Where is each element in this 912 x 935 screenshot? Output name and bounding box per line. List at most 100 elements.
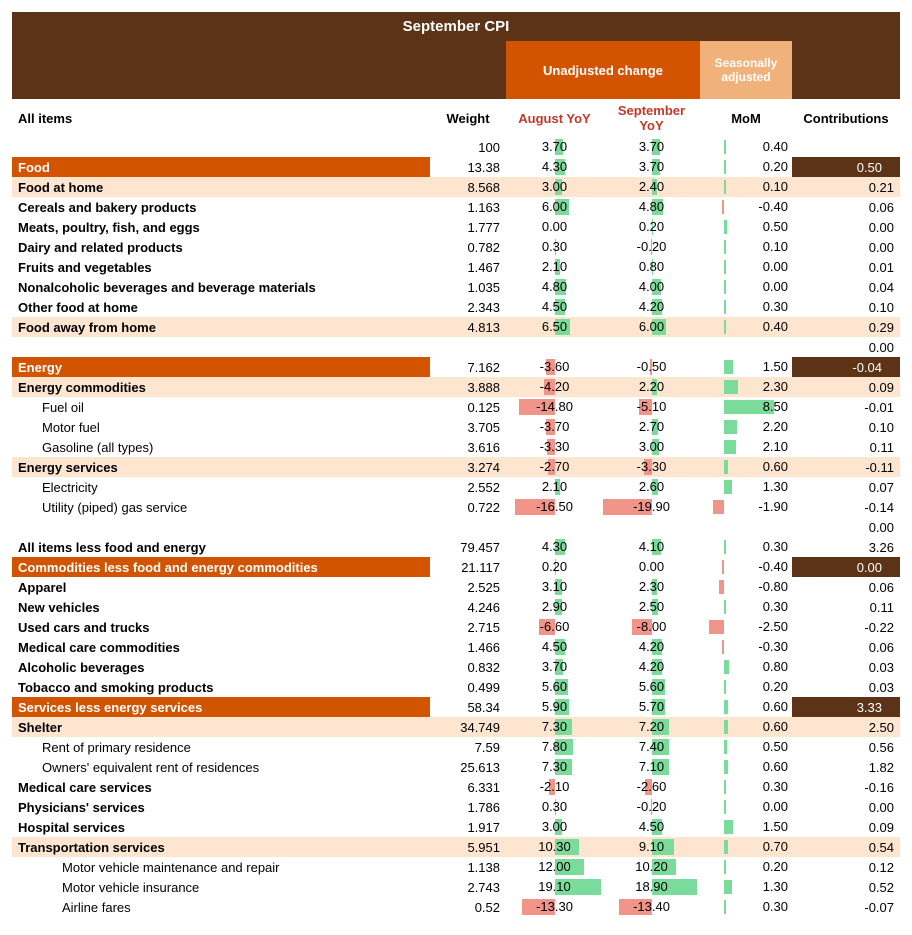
- yoy-cell: 2.10: [506, 477, 603, 497]
- row-label: Services less energy services: [12, 697, 430, 717]
- table-row: Motor vehicle maintenance and repair1.13…: [12, 857, 900, 877]
- contrib-cell: 0.00: [792, 237, 900, 257]
- weight-cell: 1.138: [430, 857, 506, 877]
- weight-cell: 6.331: [430, 777, 506, 797]
- header-unadjusted: Unadjusted change: [506, 41, 700, 99]
- table-row: Physicians' services1.7860.30-0.200.000.…: [12, 797, 900, 817]
- yoy-cell: -5.10: [603, 397, 700, 417]
- yoy-cell: 3.70: [603, 137, 700, 157]
- weight-cell: 1.777: [430, 217, 506, 237]
- yoy-cell: 4.80: [506, 277, 603, 297]
- row-label: Gasoline (all types): [12, 437, 430, 457]
- yoy-cell: 2.50: [603, 597, 700, 617]
- yoy-cell: 5.60: [603, 677, 700, 697]
- cpi-table-container: September CPI Unadjusted change Seasonal…: [12, 12, 900, 917]
- row-label: Cereals and bakery products: [12, 197, 430, 217]
- row-label: Other food at home: [12, 297, 430, 317]
- yoy-cell: 4.20: [603, 657, 700, 677]
- yoy-cell: -2.70: [506, 457, 603, 477]
- row-label: [12, 517, 430, 537]
- weight-cell: 21.117: [430, 557, 506, 577]
- mom-cell: 0.40: [700, 137, 792, 157]
- weight-cell: 4.246: [430, 597, 506, 617]
- table-row: Nonalcoholic beverages and beverage mate…: [12, 277, 900, 297]
- header-seasonally: Seasonally adjusted: [700, 41, 792, 99]
- yoy-cell: 5.60: [506, 677, 603, 697]
- mom-cell: 0.60: [700, 457, 792, 477]
- row-label: Food: [12, 157, 430, 177]
- row-label: [12, 137, 430, 157]
- yoy-cell: 3.10: [506, 577, 603, 597]
- row-label: Airline fares: [12, 897, 430, 917]
- yoy-cell: -2.60: [603, 777, 700, 797]
- weight-cell: 3.705: [430, 417, 506, 437]
- col-august: August YoY: [506, 99, 603, 137]
- yoy-cell: 2.10: [506, 257, 603, 277]
- yoy-cell: -3.60: [506, 357, 603, 377]
- mom-cell: 0.20: [700, 157, 792, 177]
- yoy-cell: -13.40: [603, 897, 700, 917]
- mom-cell: 0.60: [700, 717, 792, 737]
- mom-cell: 0.50: [700, 217, 792, 237]
- contrib-cell: 0.12: [792, 857, 900, 877]
- col-label: All items: [12, 99, 430, 137]
- mom-cell: 0.30: [700, 777, 792, 797]
- weight-cell: 25.613: [430, 757, 506, 777]
- contrib-cell: 0.06: [792, 637, 900, 657]
- table-body: 1003.703.700.40Food13.384.303.700.200.50…: [12, 137, 900, 917]
- weight-cell: 79.457: [430, 537, 506, 557]
- table-row: Energy commodities3.888-4.202.202.300.09: [12, 377, 900, 397]
- yoy-cell: -3.70: [506, 417, 603, 437]
- mom-cell: 0.60: [700, 757, 792, 777]
- mom-cell: 1.30: [700, 877, 792, 897]
- row-label: New vehicles: [12, 597, 430, 617]
- yoy-cell: 18.90: [603, 877, 700, 897]
- table-row: Medical care commodities1.4664.504.20-0.…: [12, 637, 900, 657]
- weight-cell: 1.035: [430, 277, 506, 297]
- yoy-cell: 7.80: [506, 737, 603, 757]
- weight-cell: 7.162: [430, 357, 506, 377]
- yoy-cell: 4.20: [603, 297, 700, 317]
- contrib-cell: 0.54: [792, 837, 900, 857]
- weight-cell: 8.568: [430, 177, 506, 197]
- contrib-cell: 0.21: [792, 177, 900, 197]
- mom-cell: -2.50: [700, 617, 792, 637]
- weight-cell: 7.59: [430, 737, 506, 757]
- contrib-cell: 0.04: [792, 277, 900, 297]
- yoy-cell: -4.20: [506, 377, 603, 397]
- yoy-cell: -13.30: [506, 897, 603, 917]
- table-row: Food13.384.303.700.200.50: [12, 157, 900, 177]
- table-row: Fruits and vegetables1.4672.100.800.000.…: [12, 257, 900, 277]
- table-row: Shelter34.7497.307.200.602.50: [12, 717, 900, 737]
- row-label: Used cars and trucks: [12, 617, 430, 637]
- weight-cell: 3.616: [430, 437, 506, 457]
- contrib-cell: -0.04: [792, 357, 900, 377]
- table-title: September CPI: [12, 12, 900, 41]
- table-row: Alcoholic beverages0.8323.704.200.800.03: [12, 657, 900, 677]
- yoy-cell: 3.00: [506, 177, 603, 197]
- row-label: Energy: [12, 357, 430, 377]
- row-label: Shelter: [12, 717, 430, 737]
- mom-cell: 0.40: [700, 317, 792, 337]
- table-row: 0.00: [12, 337, 900, 357]
- yoy-cell: -14.80: [506, 397, 603, 417]
- weight-cell: 2.743: [430, 877, 506, 897]
- table-row: Gasoline (all types)3.616-3.303.002.100.…: [12, 437, 900, 457]
- contrib-cell: 0.00: [792, 557, 900, 577]
- mom-cell: 2.20: [700, 417, 792, 437]
- table-row: Energy services3.274-2.70-3.300.60-0.11: [12, 457, 900, 477]
- weight-cell: 0.782: [430, 237, 506, 257]
- weight-cell: 2.525: [430, 577, 506, 597]
- yoy-cell: 3.70: [506, 137, 603, 157]
- row-label: Nonalcoholic beverages and beverage mate…: [12, 277, 430, 297]
- contrib-cell: 0.10: [792, 417, 900, 437]
- yoy-cell: 6.00: [506, 197, 603, 217]
- yoy-cell: [603, 337, 700, 357]
- mom-cell: 0.20: [700, 677, 792, 697]
- weight-cell: 1.786: [430, 797, 506, 817]
- mom-cell: 0.70: [700, 837, 792, 857]
- weight-cell: 0.722: [430, 497, 506, 517]
- contrib-cell: 3.26: [792, 537, 900, 557]
- contrib-cell: 0.00: [792, 217, 900, 237]
- yoy-cell: 12.00: [506, 857, 603, 877]
